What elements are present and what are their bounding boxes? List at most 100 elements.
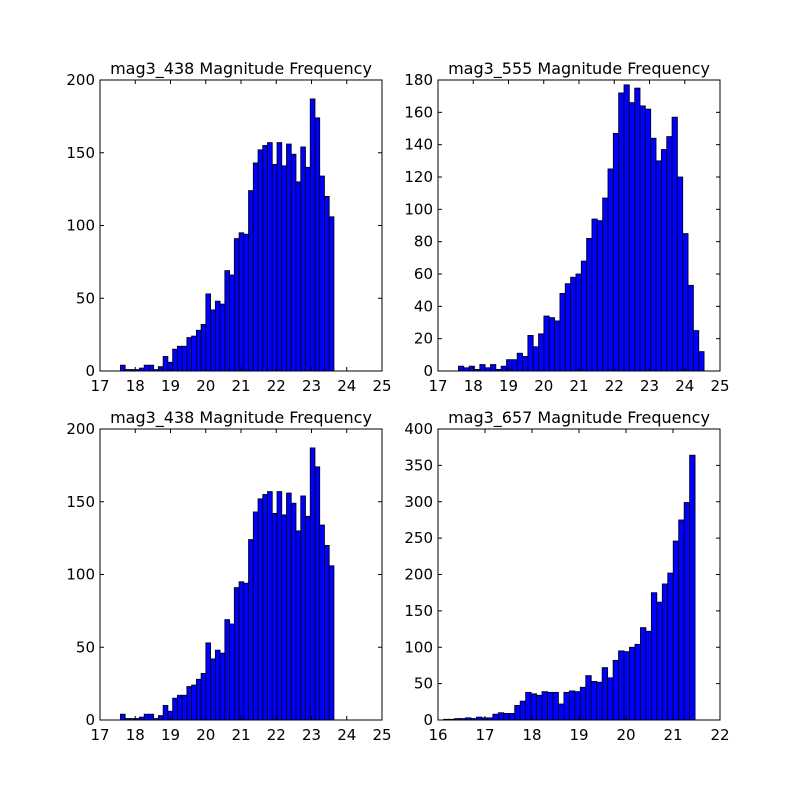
x-tick-label: 19: [161, 377, 180, 395]
histogram-bar: [601, 667, 609, 721]
x-tick-label: 21: [569, 377, 588, 395]
histogram-bar: [640, 627, 647, 721]
y-tick-label: 100: [66, 566, 95, 584]
histogram-bar: [324, 545, 330, 721]
y-tick-label: 200: [404, 566, 433, 584]
histogram-bar: [532, 346, 539, 372]
histogram-bar: [328, 565, 335, 721]
chart-title: mag3_555 Magnitude Frequency: [448, 59, 710, 79]
x-tick-label: 18: [522, 726, 541, 744]
histogram-bar: [543, 315, 550, 372]
histogram-bar: [503, 713, 510, 721]
histogram-bar: [309, 98, 316, 372]
x-tick-label: 19: [499, 377, 518, 395]
y-tick-label: 200: [66, 420, 95, 438]
histogram-bar: [214, 300, 221, 372]
histogram-bar: [205, 293, 211, 372]
histogram-bar: [538, 333, 545, 372]
histogram-bar: [623, 651, 630, 721]
y-tick-label: 160: [404, 103, 433, 121]
subplot-top-right: mag3_555 Magnitude Frequency 17 18 19 20 21 2…: [404, 59, 729, 395]
histogram-bar: [324, 195, 330, 372]
histogram-bar: [618, 650, 625, 721]
histogram-bar: [508, 713, 516, 721]
histogram-bar: [541, 691, 548, 721]
histogram-bar: [552, 691, 559, 721]
histogram-bar: [143, 713, 150, 721]
x-tick-label: 22: [267, 377, 286, 395]
histogram-bar: [276, 142, 283, 372]
histogram-bar: [554, 320, 561, 372]
x-tick-label: 17: [475, 726, 494, 744]
histogram-bar: [219, 303, 226, 372]
x-tick-label: 16: [428, 726, 447, 744]
histogram-bar: [295, 181, 302, 372]
histogram-bar: [186, 337, 193, 372]
histogram-bar: [229, 274, 235, 372]
histogram-bar: [290, 153, 297, 372]
histogram-bar: [262, 145, 268, 372]
histogram-bar: [176, 694, 183, 721]
histogram-bar: [120, 364, 126, 372]
y-tick-label: 50: [76, 289, 95, 307]
histogram-bar: [563, 691, 570, 721]
x-tick-label: 18: [464, 377, 483, 395]
histogram-bar: [585, 675, 592, 721]
histogram-bar: [693, 330, 700, 372]
histogram-bar: [689, 454, 696, 721]
x-tick-label: 23: [302, 377, 321, 395]
x-tick-label: 25: [372, 377, 391, 395]
histogram-bar: [666, 136, 673, 372]
histogram-bar: [319, 524, 325, 721]
histogram-bar: [698, 351, 705, 372]
histogram-bar: [660, 149, 668, 372]
y-tick-label: 350: [404, 456, 433, 474]
histogram-bar: [314, 466, 321, 721]
histogram-bar: [650, 137, 657, 372]
x-tick-label: 25: [372, 726, 391, 744]
histogram-bar: [305, 515, 311, 721]
histogram-bar: [672, 540, 680, 721]
histogram-bar: [286, 492, 292, 721]
histogram-bar: [200, 673, 207, 721]
histogram-bar: [596, 220, 604, 372]
x-tick-label: 20: [534, 377, 553, 395]
histogram-bar: [596, 681, 603, 721]
histogram-bar: [319, 175, 325, 372]
histogram-bar: [516, 352, 523, 372]
histogram-bar: [527, 335, 534, 372]
histogram-bar: [238, 581, 245, 721]
histogram-bar: [290, 502, 297, 721]
histogram-bar: [233, 587, 240, 721]
histogram-bar: [671, 116, 678, 372]
histogram-bar: [305, 166, 311, 372]
y-tick-label: 250: [404, 529, 433, 547]
x-tick-label: 24: [337, 726, 356, 744]
histogram-bar: [248, 539, 254, 721]
x-tick-label: 20: [196, 726, 215, 744]
x-tick-label: 19: [569, 726, 588, 744]
y-tick-label: 100: [404, 638, 433, 656]
x-tick-label: 17: [90, 726, 109, 744]
histogram-bar: [579, 686, 587, 721]
y-tick-label: 150: [66, 493, 95, 511]
histogram-bar: [257, 149, 264, 372]
histogram-bar: [224, 619, 230, 721]
x-tick-label: 17: [428, 377, 447, 395]
histogram-bar: [248, 190, 254, 372]
histogram-bar: [570, 276, 577, 372]
y-tick-label: 0: [423, 362, 433, 380]
histogram-bar: [186, 686, 193, 721]
histogram-bar: [497, 712, 505, 721]
histogram-bar: [210, 658, 216, 721]
histogram-bar: [148, 713, 155, 721]
histogram-bar: [655, 160, 662, 372]
histogram-bar: [300, 495, 306, 721]
histogram-bar: [295, 530, 302, 721]
histogram-bar: [522, 356, 529, 372]
histogram-bar: [219, 652, 226, 721]
histogram-bar: [257, 498, 264, 721]
histogram-bar: [262, 494, 268, 721]
histogram-bar: [574, 691, 581, 721]
